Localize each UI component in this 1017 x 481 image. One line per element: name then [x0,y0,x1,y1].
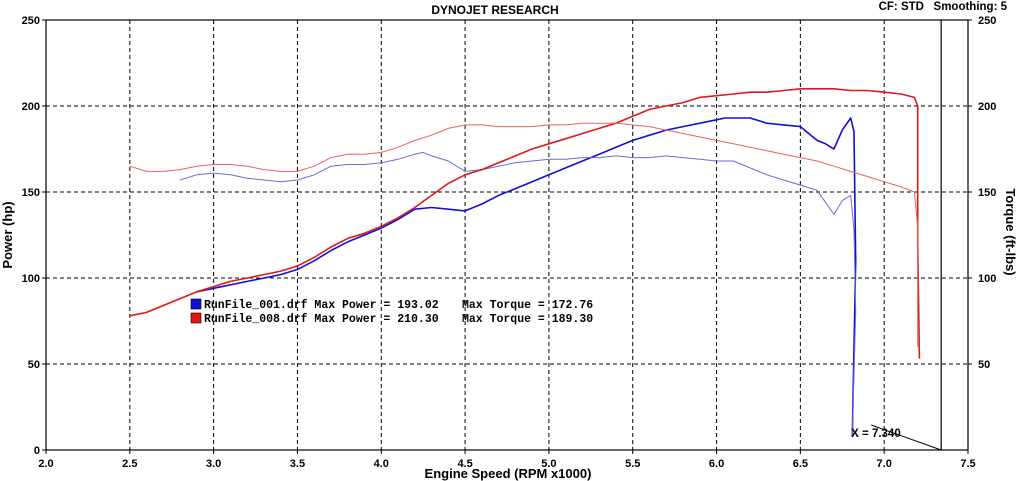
x-tick-label: 2.5 [122,458,137,470]
y2-tick-label: 150 [978,187,996,199]
x-tick-label: 4.0 [374,458,389,470]
y-tick-label: 200 [22,101,40,113]
x-tick-label: 6.0 [709,458,724,470]
y2-tick-label: 100 [978,273,996,285]
y-tick-label: 250 [22,15,40,27]
x-axis-label: Engine Speed (RPM x1000) [425,466,592,481]
x-tick-label: 7.0 [877,458,892,470]
x-tick-label: 4.5 [457,458,472,470]
legend-file-label: RunFile_008.drf Max Power = 210.30 [204,313,439,326]
series-line-4 [129,122,919,347]
x-tick-label: 5.5 [625,458,640,470]
y2-axis-label: Torque (ft-lbs) [1003,188,1017,275]
x-tick-label: 5.0 [541,458,556,470]
cursor-pointer-line [871,424,942,451]
x-tick-label: 3.5 [290,458,305,470]
y2-axis-ticks: 50 100 150 200 250 [968,15,996,371]
y2-tick-label: 250 [978,15,996,27]
legend: RunFile_001.drf Max Power = 193.02 Max To… [190,298,593,326]
x-tick-label: 2.0 [38,458,53,470]
y-axis-label: Power (hp) [0,201,15,268]
series-line-3 [129,88,921,359]
legend-file-label: RunFile_001.drf Max Power = 193.02 [204,299,439,312]
x-axis-ticks: 2.0 2.5 3.0 3.5 4.0 4.5 5.0 5.5 6.0 6.5 7.0 7.5 [38,450,976,470]
x-tick-label: 7.5 [960,458,975,470]
y2-tick-label: 200 [978,101,996,113]
y-tick-label: 150 [22,187,40,199]
series-line-1 [196,117,857,437]
series-group [129,88,921,437]
series-line-2 [179,151,857,437]
plot-area [45,19,969,451]
y-tick-label: 100 [22,273,40,285]
corner-info: CF: STD Smoothing: 5 [879,1,1008,13]
cursor-readout: X = 7.340 [851,428,901,440]
legend-swatch [190,312,202,324]
x-tick-label: 6.5 [793,458,808,470]
legend-torque-label: Max Torque = 189.30 [462,313,593,326]
y2-tick-label: 50 [978,359,990,371]
y-tick-label: 50 [28,359,40,371]
y-axis-ticks: 0 50 100 150 200 250 [22,15,46,457]
y-tick-label: 0 [34,445,40,457]
legend-swatch [190,298,202,310]
legend-torque-label: Max Torque = 172.76 [462,299,593,312]
grid-lines [46,20,968,450]
x-tick-label: 3.0 [206,458,221,470]
cursor[interactable]: X = 7.340 [851,20,942,451]
chart-title: DYNOJET RESEARCH [431,3,558,17]
